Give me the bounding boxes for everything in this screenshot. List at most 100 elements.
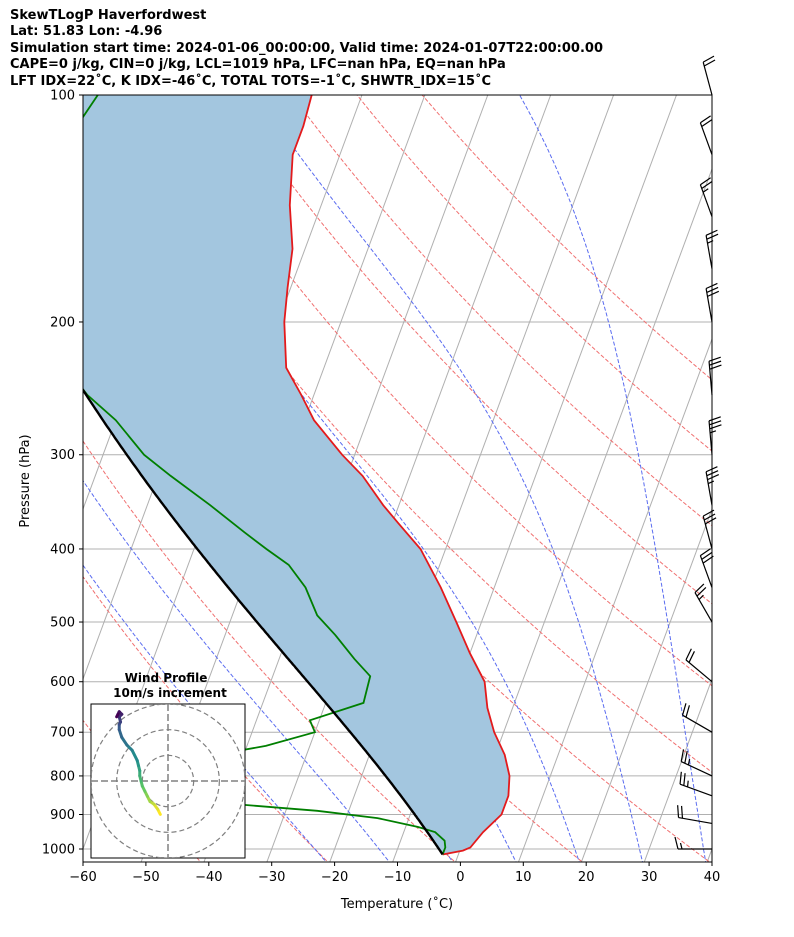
y-tick-label: 600	[50, 675, 75, 690]
wind-barbs	[674, 55, 722, 850]
barb-flag	[701, 181, 713, 189]
y-tick-label: 900	[50, 808, 75, 823]
data-layer	[83, 95, 511, 856]
barb-flag	[700, 115, 711, 124]
temperature-line	[283, 95, 511, 856]
moist-adiabat-line	[83, 564, 327, 862]
barb-flag	[705, 282, 718, 290]
barb-flag	[709, 360, 722, 366]
barb-flag	[701, 119, 713, 128]
wind-barb	[702, 55, 716, 96]
barb-flag	[679, 771, 682, 785]
moist-adiabat-line	[95, 95, 580, 862]
y-tick-label: 800	[50, 769, 75, 784]
x-tick-label: −50	[132, 870, 159, 885]
barb-flag	[694, 583, 705, 594]
barb-flag	[708, 416, 721, 422]
wind-barb	[694, 583, 713, 623]
wind-barb	[679, 771, 713, 797]
barb-half-flag	[709, 430, 717, 434]
barb-flag	[705, 466, 718, 473]
title-line: SkewTLogP Haverfordwest	[10, 8, 207, 23]
barb-flag	[702, 509, 715, 517]
barb-flag	[706, 470, 719, 477]
y-tick-label: 500	[50, 616, 75, 631]
barb-flag	[681, 703, 687, 716]
barb-flag	[703, 513, 716, 521]
title-line: Lat: 51.83 Lon: -4.96	[10, 24, 163, 40]
x-tick-label: −30	[258, 870, 285, 885]
barb-shaft	[705, 235, 713, 269]
wind-barb	[680, 749, 713, 777]
barb-shaft	[699, 122, 713, 155]
barb-flag	[685, 648, 692, 661]
dry-adiabat-line	[226, 95, 712, 605]
wind-barb	[708, 356, 722, 396]
axes-frame: −60 −50 −40 −30 −20 −10 0 10 20 30 40 1000 900 800 700…	[42, 89, 720, 886]
x-tick-label: −60	[69, 870, 96, 885]
barb-flag	[700, 177, 711, 186]
wind-barb	[699, 115, 713, 155]
y-tick-label: 700	[50, 726, 75, 741]
barb-shaft	[702, 515, 713, 550]
wind-barb	[685, 648, 713, 683]
x-tick-label: 30	[641, 870, 658, 885]
isotherm-line	[643, 677, 712, 862]
barb-flag	[700, 548, 711, 557]
dry-adiabat-line	[291, 95, 712, 527]
moist-adiabat-line	[83, 479, 390, 862]
y-tick-label: 1000	[42, 843, 75, 858]
chart-title: SkewTLogP Haverfordwest Lat: 51.83 Lon: …	[10, 8, 603, 90]
barb-flag	[683, 773, 686, 786]
x-tick-label: 20	[578, 870, 595, 885]
hodograph-trace	[120, 735, 129, 747]
x-tick-label: −40	[195, 870, 222, 885]
barb-half-flag	[687, 758, 691, 766]
barb-half-flag	[707, 240, 714, 244]
barb-flag	[703, 59, 716, 67]
hodograph-subtitle: 10m/s increment	[113, 686, 227, 700]
barb-half-flag	[686, 780, 689, 787]
x-tick-label: 10	[515, 870, 532, 885]
y-tick-label: 200	[50, 315, 75, 330]
barb-flag	[674, 836, 679, 850]
barb-flag	[685, 705, 690, 718]
barb-flag	[701, 551, 713, 560]
x-tick-label: −20	[321, 870, 348, 885]
barb-shaft	[685, 659, 713, 683]
wind-barb	[708, 416, 722, 455]
moist-adiabat-line	[519, 95, 707, 862]
barb-shaft	[699, 184, 713, 217]
barb-flag	[680, 805, 684, 819]
barb-shaft	[702, 62, 713, 96]
x-tick-label: −10	[384, 870, 411, 885]
isotherm-line	[266, 95, 552, 862]
barb-half-flag	[698, 594, 704, 600]
dry-adiabat-line	[83, 440, 456, 862]
barb-shaft	[708, 420, 713, 455]
barb-flag	[684, 750, 688, 764]
y-tick-label: 400	[50, 542, 75, 557]
barb-flag	[706, 286, 719, 293]
barb-shaft	[705, 288, 713, 323]
wind-barb	[681, 703, 713, 733]
barb-half-flag	[702, 188, 709, 193]
barb-flag	[709, 424, 722, 430]
barb-flag	[704, 517, 717, 525]
barb-shaft	[705, 471, 713, 506]
x-tick-label: 40	[704, 870, 721, 885]
isotherm-line	[580, 507, 712, 862]
axis-labels: Temperature (˚C) Pressure (hPa) Wind Pro…	[18, 434, 453, 912]
barb-flag	[702, 555, 714, 564]
barb-flag	[705, 229, 718, 236]
dry-adiabat-line	[161, 95, 712, 687]
barb-half-flag	[679, 842, 683, 850]
barb-flag	[702, 55, 715, 63]
y-axis-label: Pressure (hPa)	[18, 434, 33, 527]
barb-shaft	[678, 816, 713, 825]
wind-barb	[699, 177, 713, 217]
hodograph	[90, 703, 246, 859]
wind-barb	[674, 836, 712, 850]
x-tick-label: 0	[456, 870, 464, 885]
